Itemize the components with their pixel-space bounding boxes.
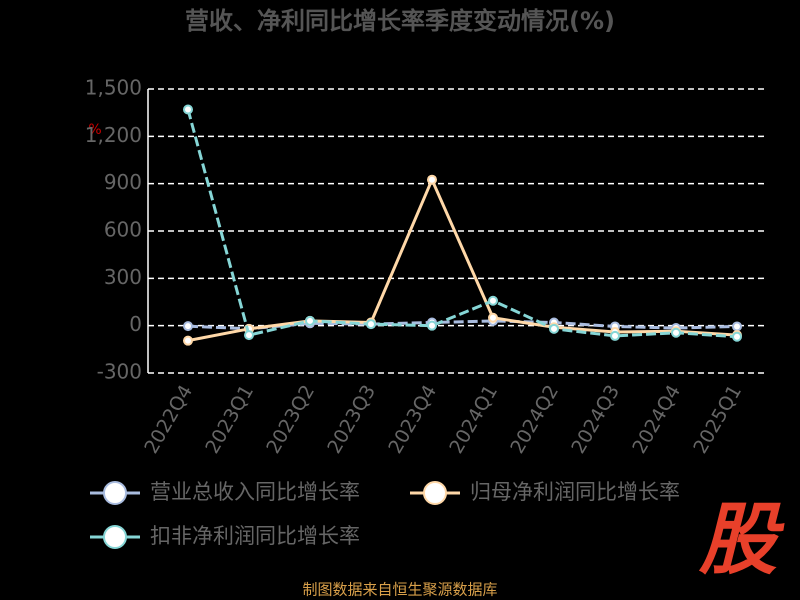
- y-tick-label: 900: [104, 170, 142, 194]
- legend-marker: [103, 525, 127, 549]
- y-unit: %: [88, 122, 101, 138]
- legend-label: 归母净利润同比增长率: [470, 480, 680, 504]
- series-line: [186, 109, 738, 339]
- legend-marker: [103, 481, 127, 505]
- data-point: [732, 331, 742, 342]
- data-point: [549, 323, 559, 334]
- data-point: [305, 315, 315, 326]
- y-tick-label: -300: [97, 360, 142, 384]
- data-point: [183, 104, 193, 115]
- data-point: [610, 330, 620, 341]
- footer: 制图数据来自恒生聚源数据库: [302, 581, 497, 599]
- legend-label: 营业总收入同比增长率: [150, 480, 360, 504]
- data-point: [183, 335, 193, 346]
- data-point: [671, 327, 681, 338]
- data-point: [183, 321, 193, 332]
- watermark: 股: [698, 495, 785, 585]
- data-point: [732, 321, 742, 332]
- data-point: [366, 319, 376, 330]
- y-tick-label: 600: [104, 218, 142, 242]
- data-point: [488, 312, 498, 323]
- chart-title: 营收、净利同比增长率季度变动情况(%): [185, 7, 615, 35]
- data-point: [488, 295, 498, 306]
- y-tick-label: 1,200: [85, 123, 142, 147]
- legend-label: 扣非净利润同比增长率: [150, 524, 360, 548]
- data-point: [427, 174, 437, 185]
- data-point: [427, 320, 437, 331]
- legend-marker: [423, 481, 447, 505]
- data-point: [244, 330, 254, 341]
- y-tick-label: 300: [104, 265, 142, 289]
- y-tick-label: 1,500: [85, 76, 142, 100]
- y-tick-label: 0: [129, 312, 142, 336]
- series-line: [187, 175, 738, 343]
